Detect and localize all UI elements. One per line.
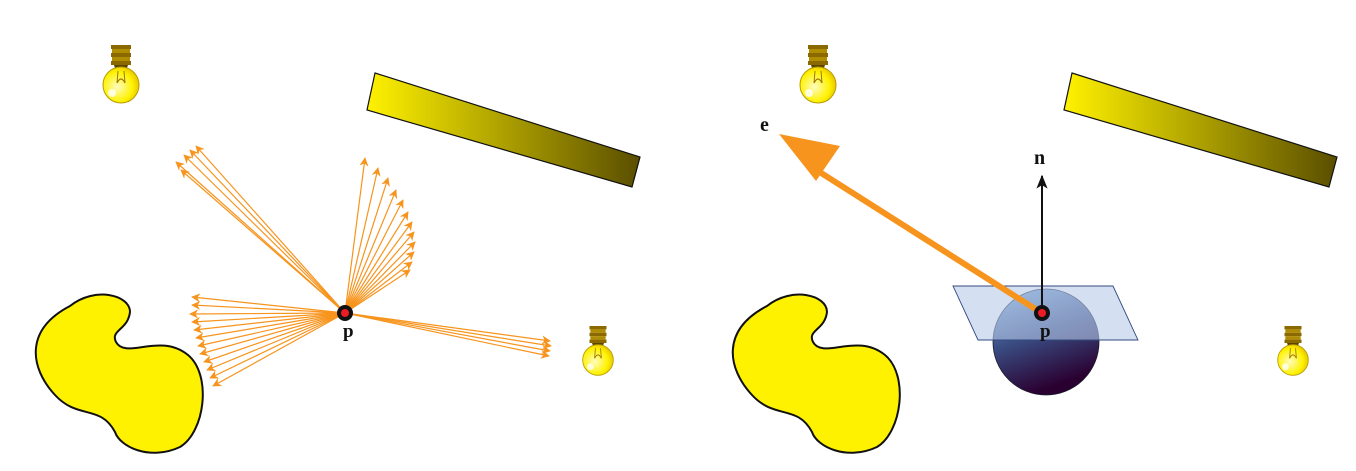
sample-ray [191, 293, 346, 314]
occluder-plate [1063, 72, 1338, 188]
sample-ray [344, 312, 552, 350]
sample-ray [195, 145, 346, 314]
sample-ray [344, 251, 415, 314]
sample-ray [344, 312, 550, 359]
sample-ray [180, 169, 346, 314]
eye-vector [779, 134, 1042, 315]
sample-ray [344, 241, 416, 314]
normal-label: n [1034, 147, 1045, 169]
surface-point [337, 305, 353, 321]
sample-ray [344, 221, 413, 314]
point-label: p [1040, 321, 1051, 342]
sample-ray [212, 312, 346, 387]
occluder-blob [34, 293, 204, 454]
sample-ray [199, 312, 346, 357]
sample-ray [344, 231, 415, 314]
left-panel: p [34, 44, 641, 454]
light-bulb-icon [799, 44, 837, 104]
sample-ray [193, 312, 346, 334]
sample-ray [191, 312, 346, 327]
sample-ray [344, 157, 369, 314]
light-bulb-icon [582, 325, 614, 376]
sample-ray [189, 149, 346, 314]
sample-ray [209, 312, 346, 379]
occluder-plate [366, 72, 641, 188]
sample-ray [191, 300, 346, 314]
sample-ray [344, 189, 398, 314]
surface-point [1034, 305, 1050, 321]
sample-ray [203, 312, 346, 364]
sample-ray [195, 312, 346, 342]
sample-ray [344, 177, 390, 314]
occluder-blob [731, 293, 901, 454]
sample-ray [183, 154, 346, 314]
sample-ray [206, 312, 346, 372]
eye-label: e [760, 114, 769, 136]
right-panel: p n e [731, 44, 1338, 454]
sample-ray [344, 312, 551, 345]
sample-ray-bundle [175, 145, 552, 387]
sample-ray [344, 167, 381, 314]
light-bulb-icon [1277, 325, 1309, 376]
point-label: p [343, 321, 354, 342]
sample-ray [189, 309, 346, 319]
sample-ray [344, 199, 404, 314]
sample-ray [344, 269, 411, 314]
sample-ray [344, 211, 409, 314]
light-bulb-icon [102, 44, 140, 104]
sample-ray [197, 312, 346, 349]
sample-ray [344, 312, 551, 354]
